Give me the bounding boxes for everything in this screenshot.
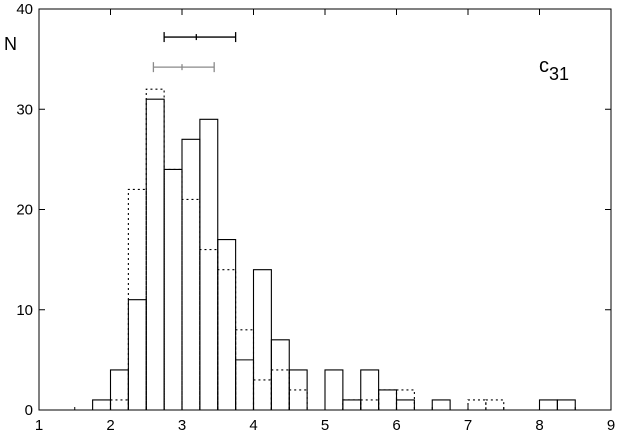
solid-bar-9	[252, 269, 272, 410]
dotted-bar-11	[288, 389, 308, 410]
solid-bar-17	[395, 399, 415, 410]
dotted-bar-16	[378, 389, 398, 410]
plot-frame	[38, 8, 612, 411]
dotted-bar-22	[485, 399, 505, 410]
x-tick-label-1: 1	[35, 417, 43, 434]
solid-bar-16	[378, 389, 398, 410]
panel-annotation: c31	[539, 55, 569, 84]
solid-bar-10	[270, 339, 290, 410]
dotted-bar-8	[235, 329, 255, 410]
solid-bar-25	[538, 399, 558, 410]
solid-bar-5	[181, 138, 201, 410]
dotted-bar-14	[342, 399, 362, 410]
annotation-main: c	[539, 55, 549, 77]
x-tick-label-5: 5	[321, 417, 329, 434]
y-tick-label-10: 10	[16, 302, 33, 319]
x-tick-label-7: 7	[464, 417, 472, 434]
x-tick-label-4: 4	[249, 417, 257, 434]
solid-bar-0	[92, 399, 112, 410]
x-tick-label-8: 8	[535, 417, 543, 434]
solid-bar-6	[199, 118, 219, 410]
solid-bar-7	[217, 239, 237, 410]
error-bars	[152, 32, 237, 73]
solid-bar-8	[235, 359, 255, 410]
solid-bar-3	[145, 98, 165, 410]
annotation-subscript: 31	[549, 64, 569, 84]
dotted-bar-10	[270, 369, 290, 410]
dotted-series	[109, 88, 505, 410]
solid-bar-1	[109, 369, 129, 410]
dotted-bar-6	[199, 249, 219, 410]
x-tick-label-2: 2	[106, 417, 114, 434]
dotted-bar-4	[163, 168, 183, 410]
dotted-bar-21	[467, 399, 487, 410]
x-tick-label-9: 9	[607, 417, 615, 434]
solid-bar-2	[127, 299, 147, 410]
x-tick-label-3: 3	[178, 417, 186, 434]
y-tick-label-30: 30	[16, 101, 33, 118]
dotted-bar-1	[109, 399, 129, 410]
solid-series	[92, 98, 576, 410]
solid-bar-19	[431, 399, 451, 410]
dotted-bar-3	[145, 88, 165, 410]
dotted-bar-15	[360, 399, 380, 410]
solid-bar-11	[288, 369, 308, 410]
y-axis-label: N	[4, 34, 17, 54]
solid-bar-13	[324, 369, 344, 410]
dotted-bar-9	[252, 379, 272, 410]
solid-bar-14	[342, 399, 362, 410]
solid-bar-26	[556, 399, 576, 410]
solid-bar-4	[163, 168, 183, 410]
dotted-bar-7	[217, 269, 237, 410]
y-tick-label-40: 40	[16, 1, 33, 18]
x-tick-label-6: 6	[392, 417, 400, 434]
axis-ticks: 1 2 3 4 5 6 7 8 9 0 10 20 30 40	[16, 1, 615, 434]
y-tick-label-20: 20	[16, 202, 33, 219]
dotted-bar-5	[181, 198, 201, 410]
solid-bar-15	[360, 369, 380, 410]
y-tick-label-0: 0	[25, 402, 33, 419]
